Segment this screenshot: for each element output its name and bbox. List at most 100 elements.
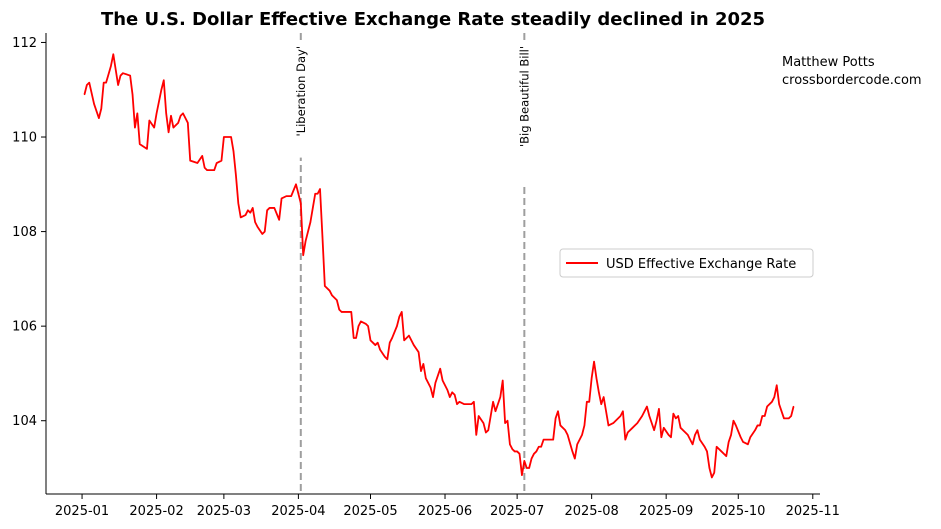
data-point	[552, 439, 554, 441]
data-point	[740, 436, 742, 438]
data-point	[422, 363, 424, 365]
data-point	[365, 323, 367, 325]
data-point	[122, 72, 124, 74]
data-point	[172, 126, 174, 129]
data-point	[494, 410, 497, 412]
data-point	[112, 53, 114, 55]
data-point	[557, 410, 559, 412]
data-point	[619, 415, 622, 417]
data-point	[554, 417, 557, 419]
x-tick-label: 2025-01	[55, 504, 109, 519]
data-point	[773, 396, 775, 398]
data-point	[502, 379, 504, 382]
data-point	[353, 337, 355, 339]
annotation-label: 'Liberation Day'	[294, 46, 308, 136]
data-point	[571, 450, 574, 453]
data-point	[295, 183, 297, 185]
y-tick-label: 110	[12, 131, 37, 146]
data-point	[588, 401, 590, 403]
data-point	[240, 216, 242, 218]
data-point	[220, 160, 223, 162]
data-point	[586, 401, 588, 403]
data-point	[454, 394, 456, 396]
data-point	[439, 368, 441, 370]
data-point	[401, 311, 403, 313]
data-point	[603, 396, 605, 398]
data-point	[622, 410, 624, 412]
data-point	[187, 122, 189, 124]
data-point	[305, 240, 307, 242]
data-point	[345, 311, 348, 313]
data-point	[504, 422, 506, 424]
data-point	[533, 453, 535, 455]
data-point	[595, 377, 598, 379]
annotations: 'Liberation Day' 'Big Beautiful Bill'	[292, 33, 533, 494]
data-point	[206, 169, 208, 171]
data-point	[153, 126, 155, 129]
data-point	[139, 143, 141, 145]
data-point	[100, 108, 102, 110]
data-point	[699, 439, 701, 441]
data-point	[300, 202, 302, 204]
data-point	[278, 219, 280, 221]
data-point	[778, 403, 780, 405]
data-point	[526, 467, 528, 469]
data-point	[704, 446, 706, 448]
data-point	[355, 337, 357, 339]
data-point	[749, 436, 751, 438]
data-point	[518, 453, 521, 455]
data-point	[783, 417, 785, 419]
data-point	[711, 476, 713, 479]
data-point	[360, 320, 362, 323]
data-point	[261, 233, 263, 235]
x-tick-label: 2025-03	[197, 504, 251, 519]
data-point	[420, 370, 422, 372]
data-point	[576, 443, 578, 445]
data-point	[735, 424, 737, 427]
data-point	[759, 424, 761, 427]
data-point	[593, 361, 595, 363]
data-point	[756, 424, 759, 427]
data-point	[396, 325, 398, 327]
chart-title: The U.S. Dollar Effective Exchange Rate …	[101, 9, 765, 30]
data-point	[432, 396, 434, 398]
data-point	[528, 467, 530, 469]
data-point	[648, 415, 650, 417]
data-point	[677, 415, 679, 417]
data-point	[706, 450, 708, 453]
data-point	[487, 429, 489, 431]
data-point	[509, 443, 511, 445]
data-point	[511, 448, 513, 450]
data-point	[776, 384, 778, 386]
data-point	[547, 439, 549, 441]
data-point	[658, 408, 660, 410]
data-point	[119, 74, 122, 77]
data-point	[559, 424, 562, 427]
data-point	[473, 401, 475, 403]
data-point	[86, 84, 88, 86]
data-point	[514, 450, 516, 453]
data-point	[446, 389, 449, 391]
data-point	[463, 403, 465, 405]
data-point	[244, 214, 247, 216]
data-point	[235, 174, 237, 176]
data-point	[458, 401, 461, 403]
data-point	[256, 226, 259, 228]
data-point	[535, 450, 537, 453]
data-point	[742, 441, 744, 443]
data-point	[720, 450, 723, 453]
data-point	[574, 457, 576, 460]
data-point	[338, 309, 340, 311]
data-point	[266, 209, 268, 211]
data-point	[280, 197, 283, 200]
data-point	[148, 119, 150, 122]
data-point	[605, 410, 607, 412]
data-point	[581, 434, 583, 436]
data-point	[317, 193, 319, 195]
data-point	[324, 285, 326, 287]
data-point	[372, 342, 374, 344]
data-point	[319, 188, 321, 190]
data-point	[516, 450, 518, 453]
data-point	[646, 405, 648, 408]
data-point	[506, 420, 509, 422]
